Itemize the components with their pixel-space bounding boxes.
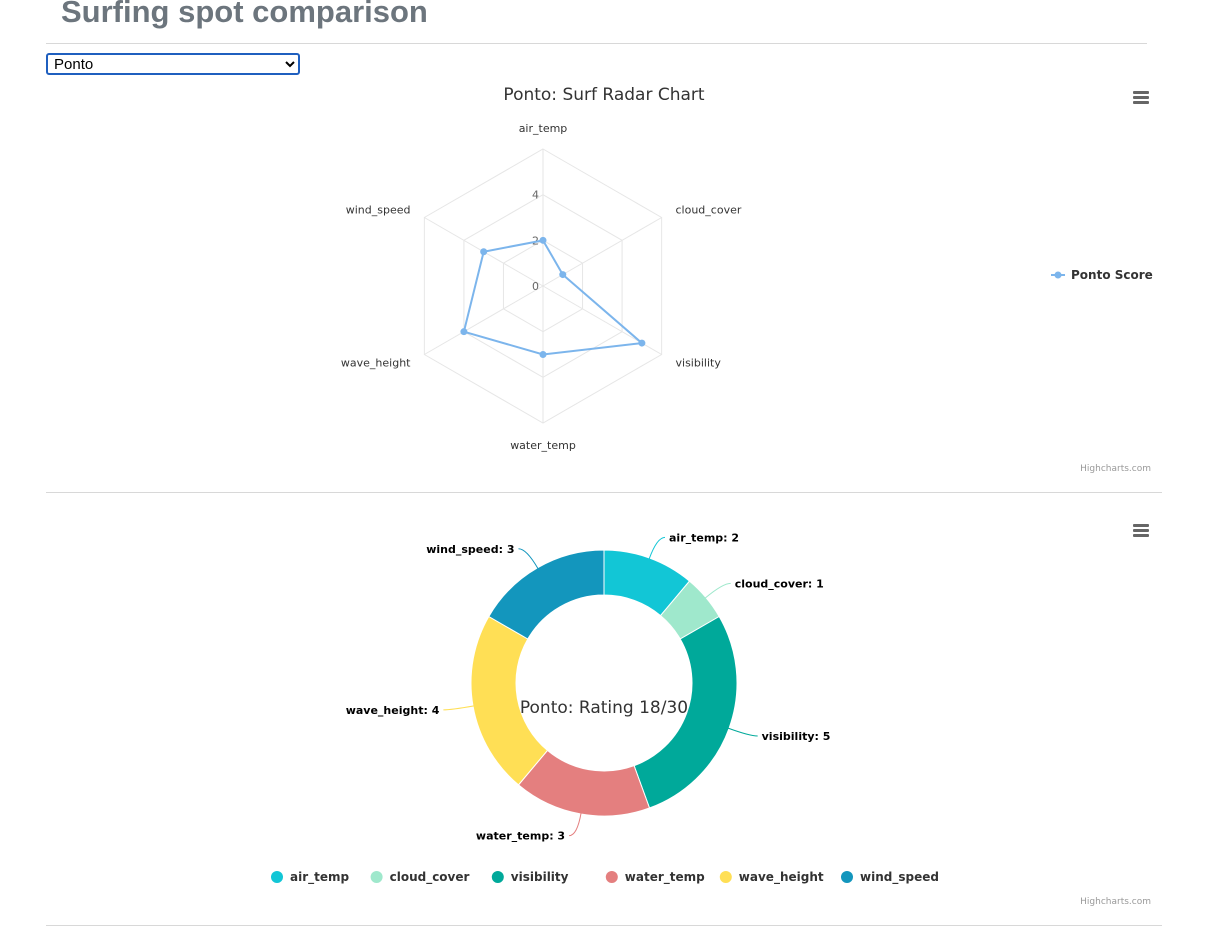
- data-label-connector: [727, 727, 758, 737]
- page-title: Surfing spot comparison: [61, 0, 428, 29]
- radar-point[interactable]: [460, 328, 468, 336]
- donut-legend-item[interactable]: cloud_cover: [370, 870, 470, 885]
- legend-marker: [491, 871, 504, 883]
- data-label-connector: [569, 812, 582, 837]
- radar-axis-label: air_temp: [519, 122, 568, 135]
- radar-legend-label: Ponto Score: [1071, 268, 1153, 282]
- bottom-divider: [46, 925, 1162, 926]
- menu-bar: [1133, 524, 1149, 527]
- menu-bar: [1133, 101, 1149, 104]
- legend-marker: [719, 871, 732, 883]
- radar-axis-label: visibility: [676, 357, 722, 370]
- donut-data-label: wind_speed: 3: [426, 543, 514, 556]
- radar-point[interactable]: [480, 248, 488, 256]
- radar-tick-label: 0: [532, 280, 539, 293]
- donut-slice[interactable]: [488, 549, 605, 640]
- donut-legend-item[interactable]: visibility: [491, 870, 569, 884]
- donut-legend-label: cloud_cover: [390, 870, 470, 885]
- radar-point[interactable]: [539, 236, 547, 244]
- menu-bar: [1133, 534, 1149, 537]
- chart-divider: [46, 492, 1162, 493]
- donut-slice[interactable]: [633, 615, 738, 809]
- legend-marker: [1054, 271, 1062, 279]
- donut-legend-label: visibility: [511, 870, 569, 884]
- radar-title: Ponto: Surf Radar Chart: [503, 85, 704, 105]
- spot-select[interactable]: Ponto: [46, 53, 300, 75]
- radar-axis-label: cloud_cover: [676, 204, 742, 217]
- donut-legend-label: wind_speed: [860, 870, 939, 885]
- radar-credits: Highcharts.com: [1080, 464, 1151, 474]
- radar-series-line: [462, 239, 645, 356]
- donut-legend-item[interactable]: wind_speed: [841, 870, 939, 885]
- legend-marker: [605, 871, 618, 883]
- donut-data-label: air_temp: 2: [669, 531, 739, 544]
- donut-legend-label: air_temp: [290, 870, 350, 885]
- chart-menu-icon[interactable]: [1133, 524, 1149, 537]
- menu-bar: [1133, 91, 1149, 94]
- donut-data-label: wave_height: 4: [346, 704, 440, 717]
- donut-legend-label: water_temp: [625, 870, 705, 885]
- radar-axis-label: wave_height: [341, 357, 411, 370]
- legend-marker: [271, 871, 283, 883]
- radar-spoke: [424, 285, 544, 355]
- donut-legend-item[interactable]: wave_height: [719, 870, 824, 885]
- radar-point[interactable]: [559, 271, 567, 279]
- menu-bar: [1133, 96, 1149, 99]
- donut-data-label: cloud_cover: 1: [735, 577, 824, 590]
- radar-axis-label: water_temp: [510, 439, 576, 452]
- radar-grid: [423, 148, 663, 424]
- data-label-connector: [648, 536, 666, 560]
- donut-credits: Highcharts.com: [1080, 897, 1151, 907]
- donut-legend-item[interactable]: water_temp: [605, 870, 705, 885]
- legend-marker: [841, 871, 853, 883]
- data-label-connector: [704, 582, 731, 599]
- radar-legend-item[interactable]: Ponto Score: [1051, 268, 1153, 282]
- chart-menu-icon[interactable]: [1133, 91, 1149, 104]
- donut-legend-item[interactable]: air_temp: [271, 870, 350, 885]
- title-divider: [46, 43, 1147, 44]
- menu-bar: [1133, 529, 1149, 532]
- donut-chart: air_temp: 2 cloud_cover: 1 visibility: 5 wa…: [271, 524, 1151, 907]
- radar-axis-label: wind_speed: [346, 204, 411, 217]
- donut-legend-label: wave_height: [739, 870, 824, 885]
- legend-marker: [370, 871, 383, 883]
- donut-data-label: water_temp: 3: [476, 830, 565, 843]
- data-label-connector: [443, 705, 475, 711]
- data-label-connector: [518, 548, 539, 569]
- donut-center-text: Ponto: Rating 18/30: [520, 698, 688, 718]
- donut-data-label: visibility: 5: [762, 730, 831, 743]
- radar-tick-label: 4: [532, 189, 539, 202]
- radar-point[interactable]: [638, 339, 646, 347]
- radar-point[interactable]: [539, 351, 547, 358]
- radar-chart: Ponto: Surf Radar Chart024air_tempcloud_…: [341, 85, 1153, 474]
